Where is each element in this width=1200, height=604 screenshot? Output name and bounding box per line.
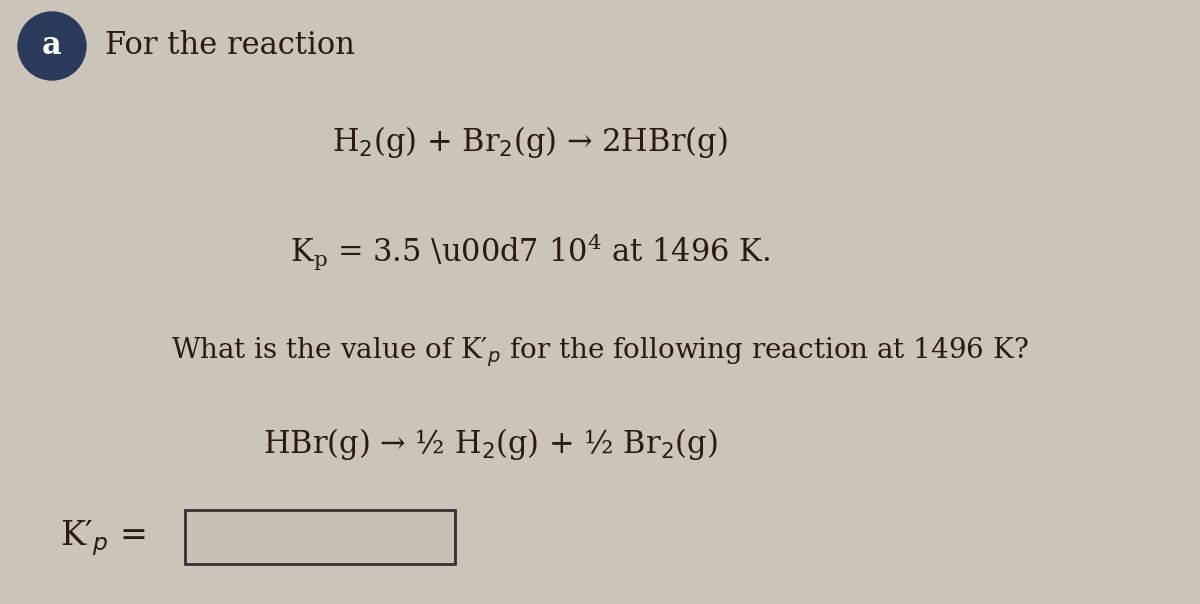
Text: HBr(g) → ½ H$_2$(g) + ½ Br$_2$(g): HBr(g) → ½ H$_2$(g) + ½ Br$_2$(g) [263,426,718,462]
Text: K′$_{p}$ =: K′$_{p}$ = [60,518,145,558]
Text: H$_2$(g) + Br$_2$(g) → 2HBr(g): H$_2$(g) + Br$_2$(g) → 2HBr(g) [332,124,727,160]
FancyBboxPatch shape [185,510,455,564]
Circle shape [18,12,86,80]
Text: K$_{\mathregular{p}}$ = 3.5 \u00d7 10$^{\mathregular{4}}$ at 1496 K.: K$_{\mathregular{p}}$ = 3.5 \u00d7 10$^{… [289,231,770,272]
Text: For the reaction: For the reaction [106,30,355,62]
Text: a: a [42,30,62,62]
Text: What is the value of K′$_{p}$ for the following reaction at 1496 K?: What is the value of K′$_{p}$ for the fo… [172,335,1028,369]
